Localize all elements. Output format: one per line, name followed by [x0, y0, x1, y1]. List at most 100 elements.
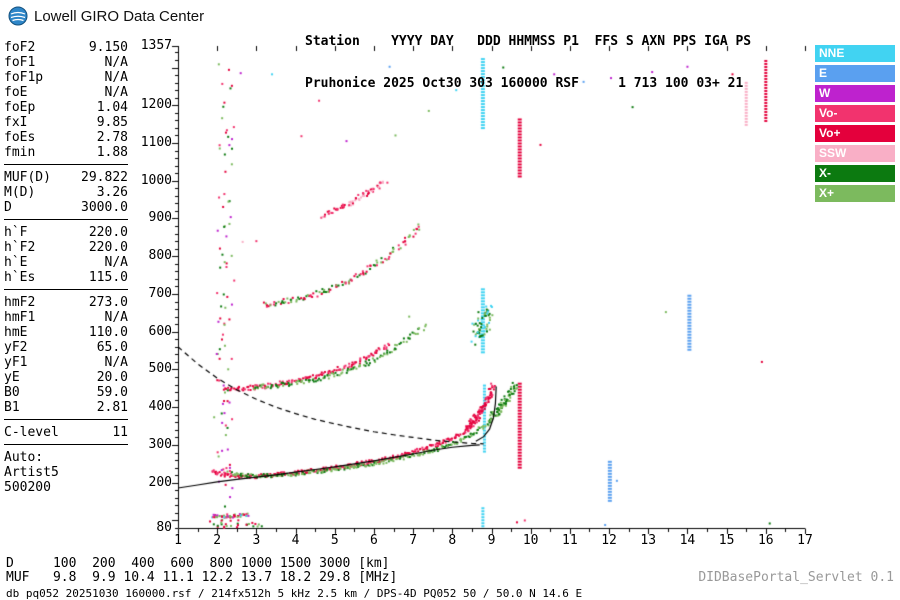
- param-value: N/A: [104, 355, 128, 370]
- param-label: hmE: [4, 325, 28, 340]
- legend-item-nne: NNE: [815, 45, 895, 62]
- param-value: N/A: [104, 310, 128, 325]
- echo-legend: NNE E W Vo- Vo+ SSW X- X+: [815, 45, 895, 205]
- param-yf1: yF1 N/A: [4, 355, 128, 370]
- param-hes: h`Es 115.0: [4, 270, 128, 285]
- param-label: h`Es: [4, 270, 36, 285]
- param-value: 3000.0: [81, 200, 128, 215]
- y-tick-label: 700: [148, 285, 172, 301]
- param-separator: [4, 419, 128, 420]
- param-value: 29.822: [81, 170, 128, 185]
- param-d: D 3000.0: [4, 200, 128, 215]
- param-label: yE: [4, 370, 20, 385]
- param-label: foEs: [4, 130, 36, 145]
- legend-item-vo: Vo-: [815, 105, 895, 122]
- x-tick-label: 17: [797, 533, 813, 548]
- x-tick-label: 8: [448, 533, 457, 548]
- x-tick-label: 7: [409, 533, 418, 548]
- legend-item-x: X+: [815, 185, 895, 202]
- param-label: yF2: [4, 340, 28, 355]
- servlet-version: DIDBasePortal_Servlet 0.1: [698, 570, 894, 585]
- param-value: 59.0: [96, 385, 128, 400]
- brand-title: Lowell GIRO Data Center: [34, 7, 205, 25]
- param-value: 9.85: [96, 115, 128, 130]
- x-tick-label: 10: [522, 533, 539, 548]
- y-tick-label: 1200: [140, 97, 172, 113]
- param-label: hmF1: [4, 310, 36, 325]
- param-fof2: foF2 9.150: [4, 40, 128, 55]
- x-tick-label: 12: [601, 533, 617, 548]
- x-tick-label: 16: [757, 533, 774, 548]
- muf-values-row: MUF 9.8 9.9 10.4 11.1 12.2 13.7 18.2 29.…: [6, 570, 398, 585]
- param-mufd: MUF(D) 29.822: [4, 170, 128, 185]
- autoscaler-info: Artist5: [4, 465, 59, 480]
- y-tick-label: 600: [148, 323, 172, 339]
- param-label: hmF2: [4, 295, 36, 310]
- muf-distance-row: D 100 200 400 600 800 1000 1500 3000 [km…: [6, 556, 390, 571]
- param-label: h`F: [4, 225, 28, 240]
- param-value: 273.0: [88, 295, 128, 310]
- x-tick-label: 11: [562, 533, 578, 548]
- param-label: MUF(D): [4, 170, 51, 185]
- y-tick-label: 500: [148, 361, 172, 377]
- param-foep: foEp 1.04: [4, 100, 128, 115]
- station-header-columns: Station YYYY DAY DDD HHMMSS P1 FFS S AXN…: [305, 34, 752, 49]
- param-value: N/A: [104, 55, 128, 70]
- param-value: 3.26: [96, 185, 128, 200]
- file-info: db pq052 20251030 160000.rsf / 214fx512h…: [6, 587, 583, 600]
- param-label: foF1p: [4, 70, 44, 85]
- param-value: N/A: [104, 70, 128, 85]
- param-label: foF2: [4, 40, 36, 55]
- lowell-logo-icon: [8, 6, 28, 26]
- param-value: 1.04: [96, 100, 128, 115]
- param-label: foEp: [4, 100, 36, 115]
- param-hmf1: hmF1 N/A: [4, 310, 128, 325]
- param-he: h`E N/A: [4, 255, 128, 270]
- x-tick-label: 14: [679, 533, 696, 548]
- param-value: 2.78: [96, 130, 128, 145]
- param-value: 220.0: [88, 225, 128, 240]
- param-hf2: h`F2 220.0: [4, 240, 128, 255]
- x-tick-label: 9: [487, 533, 496, 548]
- legend-item-w: W: [815, 85, 895, 102]
- x-tick-label: 5: [330, 533, 339, 548]
- param-label: yF1: [4, 355, 28, 370]
- brand: Lowell GIRO Data Center: [8, 6, 204, 26]
- param-value: 9.150: [88, 40, 128, 55]
- y-tick-label: 1357: [140, 38, 172, 53]
- param-yf2: yF2 65.0: [4, 340, 128, 355]
- param-foe: foE N/A: [4, 85, 128, 100]
- y-tick-label: 400: [148, 399, 172, 415]
- param-b0: B0 59.0: [4, 385, 128, 400]
- y-tick-label: 800: [148, 248, 172, 264]
- y-tick-label: 1000: [140, 172, 172, 188]
- x-tick-label: 13: [640, 533, 657, 548]
- param-fmin: fmin 1.88: [4, 145, 128, 160]
- param-value: 1.88: [96, 145, 128, 160]
- x-tick-label: 2: [213, 533, 222, 548]
- param-ye: yE 20.0: [4, 370, 128, 385]
- parameter-panel: foF2 9.150 foF1 N/A foF1p N/A foE N/A foEp 1.04 fx…: [4, 40, 128, 495]
- param-value: N/A: [104, 85, 128, 100]
- param-label: fxI: [4, 115, 28, 130]
- y-tick-label: 200: [148, 474, 172, 490]
- param-label: fmin: [4, 145, 36, 160]
- y-tick-label: 300: [148, 436, 172, 452]
- param-value: 65.0: [96, 340, 128, 355]
- param-fof1p: foF1p N/A: [4, 70, 128, 85]
- param-clevel: C-level 11: [4, 425, 128, 440]
- param-separator: [4, 164, 128, 165]
- y-tick-label: 80: [156, 520, 172, 535]
- param-label: M(D): [4, 185, 36, 200]
- autoscaler-info: 500200: [4, 480, 51, 495]
- param-fxi: fxI 9.85: [4, 115, 128, 130]
- x-tick-label: 4: [291, 533, 300, 548]
- param-separator: [4, 219, 128, 220]
- param-md: M(D) 3.26: [4, 185, 128, 200]
- param-foes: foEs 2.78: [4, 130, 128, 145]
- param-value: 20.0: [96, 370, 128, 385]
- param-hf: h`F 220.0: [4, 225, 128, 240]
- param-label: C-level: [4, 425, 59, 440]
